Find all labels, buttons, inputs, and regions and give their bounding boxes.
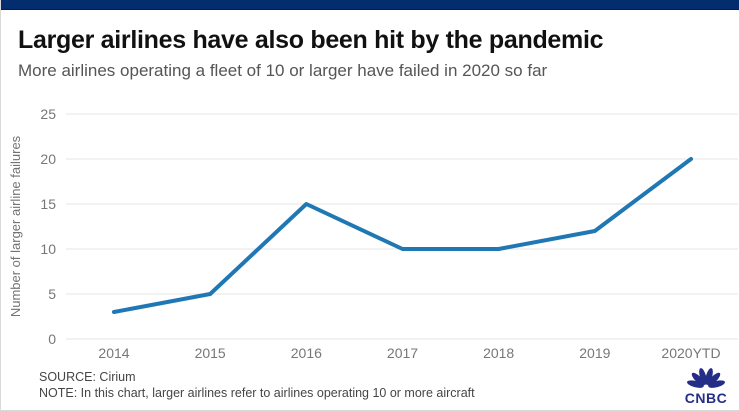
- x-tick-label-2014: 2014: [98, 345, 129, 361]
- x-tick-label-2019: 2019: [579, 345, 610, 361]
- x-tick-label-2015: 2015: [195, 345, 226, 361]
- y-tick-label-0: 0: [48, 331, 56, 347]
- source-text: SOURCE: Cirium: [39, 370, 136, 384]
- chart-title: Larger airlines have also been hit by th…: [18, 26, 604, 54]
- note-text: NOTE: In this chart, larger airlines ref…: [39, 386, 475, 400]
- y-tick-label-5: 5: [48, 286, 56, 302]
- line-chart-svg: 0 5 10 15 20 25 2014 2015 2016 2017 2018 2019 2020YT…: [8, 106, 738, 361]
- cnbc-logo: CNBC: [677, 364, 735, 405]
- x-tick-label-2017: 2017: [387, 345, 418, 361]
- failures-line-series: [112, 157, 693, 314]
- x-tick-label-2020YTD: 2020YTD: [661, 345, 720, 361]
- y-axis-title: Number of larger airline failures: [8, 135, 23, 317]
- x-tick-label-2016: 2016: [291, 345, 322, 361]
- line-chart-area: 0 5 10 15 20 25 2014 2015 2016 2017 2018 2019 2020YT…: [1, 100, 739, 365]
- y-tick-label-15: 15: [40, 196, 56, 212]
- y-tick-label-10: 10: [40, 241, 56, 257]
- y-tick-label-20: 20: [40, 151, 56, 167]
- cnbc-peacock-icon: [687, 368, 725, 388]
- y-tick-label-25: 25: [40, 106, 56, 122]
- chart-subtitle: More airlines operating a fleet of 10 or…: [18, 61, 548, 80]
- brand-bar: [1, 0, 739, 10]
- cnbc-logo-text: CNBC: [684, 390, 728, 406]
- x-tick-label-2018: 2018: [483, 345, 514, 361]
